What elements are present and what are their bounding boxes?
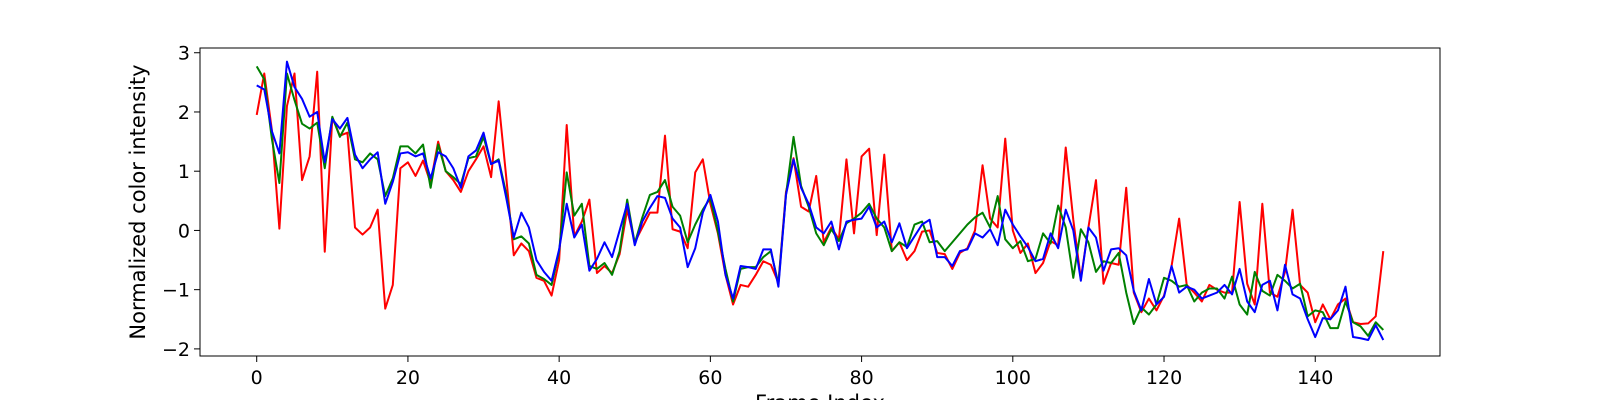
y-axis-ticks: −2 −1 0 1 2 3	[162, 43, 200, 361]
x-tick-label: 140	[1297, 367, 1333, 389]
y-tick-label: −2	[162, 339, 190, 361]
x-tick-label: 0	[251, 367, 263, 389]
x-tick-label: 40	[547, 367, 571, 389]
x-axis-label: Frame Index	[755, 391, 885, 400]
y-axis-label: Normalized color intensity	[126, 64, 150, 339]
x-tick-label: 20	[396, 367, 420, 389]
series-line-1	[255, 70, 1385, 326]
y-tick-label: 1	[178, 161, 190, 183]
x-tick-label: 120	[1146, 367, 1182, 389]
x-tick-label: 100	[995, 367, 1031, 389]
series-line-3	[256, 60, 1385, 342]
series-layer	[255, 60, 1385, 342]
series-line-2	[255, 65, 1385, 337]
x-tick-label: 80	[849, 367, 873, 389]
x-axis-ticks: 0 20 40 60 80 100 120 140	[251, 356, 1333, 389]
y-tick-label: 3	[178, 43, 190, 65]
y-tick-label: 0	[178, 220, 190, 242]
x-tick-label: 60	[698, 367, 722, 389]
y-tick-label: 2	[178, 102, 190, 124]
plot-frame	[199, 47, 1441, 357]
y-tick-label: −1	[162, 280, 190, 302]
